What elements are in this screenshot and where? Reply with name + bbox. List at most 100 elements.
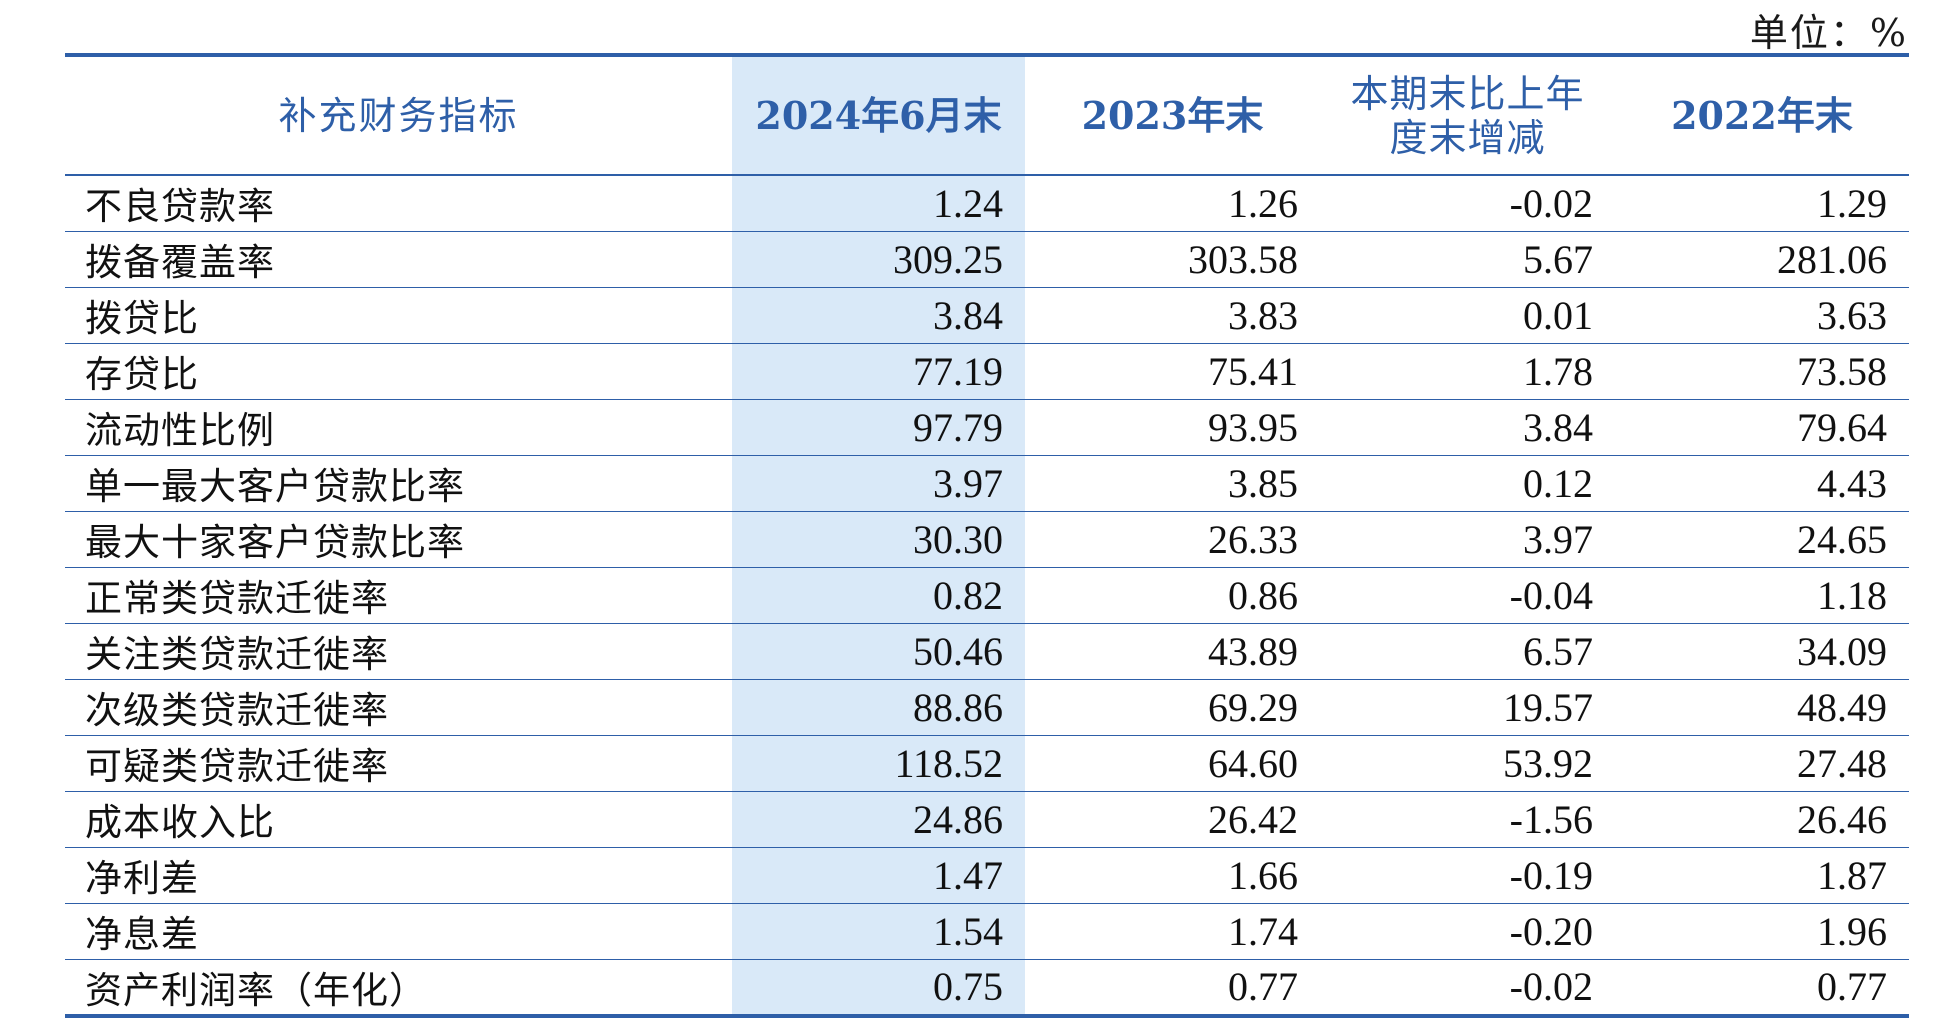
cell-change: -1.56 xyxy=(1320,791,1615,848)
cell-2024-june: 97.79 xyxy=(732,399,1025,456)
cell-2024-june: 88.86 xyxy=(732,679,1025,736)
table-row: 关注类贷款迁徙率 50.46 43.89 6.57 34.09 xyxy=(65,623,1909,680)
row-label: 最大十家客户贷款比率 xyxy=(65,511,732,568)
cell-change: 3.84 xyxy=(1320,399,1615,456)
cell-2023: 3.85 xyxy=(1025,455,1320,512)
cell-2022: 24.65 xyxy=(1615,511,1909,568)
cell-change: 5.67 xyxy=(1320,231,1615,288)
cell-2023: 75.41 xyxy=(1025,343,1320,400)
cell-change: 53.92 xyxy=(1320,735,1615,792)
header-indicator: 补充财务指标 xyxy=(65,53,732,176)
cell-2022: 34.09 xyxy=(1615,623,1909,680)
cell-2022: 1.29 xyxy=(1615,175,1909,232)
row-label: 可疑类贷款迁徙率 xyxy=(65,735,732,792)
cell-2022: 48.49 xyxy=(1615,679,1909,736)
cell-2023: 1.26 xyxy=(1025,175,1320,232)
table-row: 净息差 1.54 1.74 -0.20 1.96 xyxy=(65,903,1909,960)
financial-indicators-table: 补充财务指标 2024年6月末 2023年末 本期末比上年 度末增减 2022年… xyxy=(65,53,1909,1018)
row-label: 关注类贷款迁徙率 xyxy=(65,623,732,680)
cell-change: 6.57 xyxy=(1320,623,1615,680)
header-2023: 2023年末 xyxy=(1025,53,1320,176)
cell-2024-june: 50.46 xyxy=(732,623,1025,680)
cell-2024-june: 309.25 xyxy=(732,231,1025,288)
cell-2022: 26.46 xyxy=(1615,791,1909,848)
unit-label: 单位：% xyxy=(1749,11,1908,55)
cell-change: 19.57 xyxy=(1320,679,1615,736)
table-row: 正常类贷款迁徙率 0.82 0.86 -0.04 1.18 xyxy=(65,567,1909,624)
cell-2023: 69.29 xyxy=(1025,679,1320,736)
row-label: 成本收入比 xyxy=(65,791,732,848)
table-row: 流动性比例 97.79 93.95 3.84 79.64 xyxy=(65,399,1909,456)
header-change-line1: 本期末比上年 xyxy=(1350,71,1585,116)
cell-2024-june: 1.54 xyxy=(732,903,1025,960)
cell-2023: 303.58 xyxy=(1025,231,1320,288)
cell-change: -0.02 xyxy=(1320,175,1615,232)
cell-2024-june: 1.47 xyxy=(732,847,1025,904)
cell-2022: 1.96 xyxy=(1615,903,1909,960)
cell-2024-june: 0.75 xyxy=(732,959,1025,1018)
cell-2024-june: 0.82 xyxy=(732,567,1025,624)
cell-2024-june: 77.19 xyxy=(732,343,1025,400)
row-label: 净利差 xyxy=(65,847,732,904)
row-label: 资产利润率（年化） xyxy=(65,959,732,1018)
cell-2022: 1.87 xyxy=(1615,847,1909,904)
cell-change: 0.12 xyxy=(1320,455,1615,512)
row-label: 流动性比例 xyxy=(65,399,732,456)
table-row: 可疑类贷款迁徙率 118.52 64.60 53.92 27.48 xyxy=(65,735,1909,792)
header-2022: 2022年末 xyxy=(1615,53,1909,176)
table-row: 单一最大客户贷款比率 3.97 3.85 0.12 4.43 xyxy=(65,455,1909,512)
cell-2024-june: 24.86 xyxy=(732,791,1025,848)
row-label: 存贷比 xyxy=(65,343,732,400)
table-row: 净利差 1.47 1.66 -0.19 1.87 xyxy=(65,847,1909,904)
row-label: 拨备覆盖率 xyxy=(65,231,732,288)
table-row: 不良贷款率 1.24 1.26 -0.02 1.29 xyxy=(65,175,1909,232)
cell-2023: 1.66 xyxy=(1025,847,1320,904)
cell-2022: 73.58 xyxy=(1615,343,1909,400)
cell-2022: 0.77 xyxy=(1615,959,1909,1018)
cell-2024-june: 118.52 xyxy=(732,735,1025,792)
cell-2024-june: 30.30 xyxy=(732,511,1025,568)
cell-change: 0.01 xyxy=(1320,287,1615,344)
header-change-line2: 度末增减 xyxy=(1389,115,1546,160)
cell-2022: 1.18 xyxy=(1615,567,1909,624)
cell-2022: 3.63 xyxy=(1615,287,1909,344)
cell-2023: 0.86 xyxy=(1025,567,1320,624)
cell-change: -0.02 xyxy=(1320,959,1615,1018)
cell-2022: 79.64 xyxy=(1615,399,1909,456)
cell-2023: 1.74 xyxy=(1025,903,1320,960)
table-row: 成本收入比 24.86 26.42 -1.56 26.46 xyxy=(65,791,1909,848)
row-label: 正常类贷款迁徙率 xyxy=(65,567,732,624)
cell-2024-june: 3.84 xyxy=(732,287,1025,344)
cell-2022: 27.48 xyxy=(1615,735,1909,792)
table-body: 不良贷款率 1.24 1.26 -0.02 1.29 拨备覆盖率 309.25 303.58 5… xyxy=(65,175,1909,1018)
table-header-row: 补充财务指标 2024年6月末 2023年末 本期末比上年 度末增减 2022年… xyxy=(65,53,1909,176)
header-2024-june: 2024年6月末 xyxy=(732,53,1025,176)
cell-2022: 281.06 xyxy=(1615,231,1909,288)
cell-change: -0.04 xyxy=(1320,567,1615,624)
cell-2023: 93.95 xyxy=(1025,399,1320,456)
row-label: 单一最大客户贷款比率 xyxy=(65,455,732,512)
header-change: 本期末比上年 度末增减 xyxy=(1320,53,1615,176)
table-row: 资产利润率（年化） 0.75 0.77 -0.02 0.77 xyxy=(65,959,1909,1018)
financial-indicators-table-container: 补充财务指标 2024年6月末 2023年末 本期末比上年 度末增减 2022年… xyxy=(65,53,1909,1018)
table-row: 次级类贷款迁徙率 88.86 69.29 19.57 48.49 xyxy=(65,679,1909,736)
table-row: 拨贷比 3.84 3.83 0.01 3.63 xyxy=(65,287,1909,344)
cell-change: 1.78 xyxy=(1320,343,1615,400)
cell-change: -0.20 xyxy=(1320,903,1615,960)
cell-2024-june: 1.24 xyxy=(732,175,1025,232)
cell-2023: 0.77 xyxy=(1025,959,1320,1018)
table-row: 拨备覆盖率 309.25 303.58 5.67 281.06 xyxy=(65,231,1909,288)
cell-2023: 43.89 xyxy=(1025,623,1320,680)
cell-change: 3.97 xyxy=(1320,511,1615,568)
row-label: 拨贷比 xyxy=(65,287,732,344)
row-label: 净息差 xyxy=(65,903,732,960)
table-row: 最大十家客户贷款比率 30.30 26.33 3.97 24.65 xyxy=(65,511,1909,568)
cell-2024-june: 3.97 xyxy=(732,455,1025,512)
row-label: 次级类贷款迁徙率 xyxy=(65,679,732,736)
cell-2023: 64.60 xyxy=(1025,735,1320,792)
cell-2023: 26.33 xyxy=(1025,511,1320,568)
cell-2023: 3.83 xyxy=(1025,287,1320,344)
cell-change: -0.19 xyxy=(1320,847,1615,904)
cell-2022: 4.43 xyxy=(1615,455,1909,512)
cell-2023: 26.42 xyxy=(1025,791,1320,848)
